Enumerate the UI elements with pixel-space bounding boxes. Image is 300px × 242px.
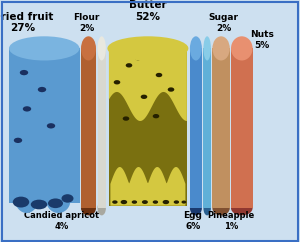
Text: Candied apricot: Candied apricot: [24, 211, 99, 220]
Ellipse shape: [47, 123, 55, 129]
Ellipse shape: [168, 87, 174, 92]
Ellipse shape: [23, 106, 31, 112]
Ellipse shape: [190, 36, 202, 60]
Text: 52%: 52%: [135, 12, 161, 22]
Ellipse shape: [107, 36, 188, 60]
Text: 1%: 1%: [224, 222, 238, 231]
Text: 5%: 5%: [254, 41, 269, 50]
Polygon shape: [109, 48, 187, 121]
Ellipse shape: [135, 56, 141, 60]
Ellipse shape: [156, 73, 162, 77]
Ellipse shape: [114, 80, 120, 84]
Ellipse shape: [153, 114, 159, 118]
Ellipse shape: [132, 200, 137, 204]
Ellipse shape: [112, 200, 118, 204]
Ellipse shape: [31, 200, 47, 209]
Ellipse shape: [121, 200, 127, 204]
Ellipse shape: [174, 200, 179, 204]
Polygon shape: [212, 48, 230, 208]
Text: Nuts: Nuts: [250, 30, 274, 39]
Text: 2%: 2%: [216, 24, 231, 33]
Ellipse shape: [142, 200, 148, 204]
Ellipse shape: [81, 36, 96, 60]
Polygon shape: [46, 189, 70, 213]
Ellipse shape: [231, 36, 253, 60]
Text: Flour: Flour: [74, 13, 100, 22]
Text: Pineapple: Pineapple: [207, 211, 255, 220]
Text: Sugar: Sugar: [208, 13, 238, 22]
Ellipse shape: [14, 138, 22, 143]
Ellipse shape: [190, 201, 202, 215]
Text: 6%: 6%: [185, 222, 200, 231]
Ellipse shape: [123, 116, 129, 121]
Text: Egg: Egg: [184, 211, 202, 220]
Text: Dried fruit: Dried fruit: [0, 12, 53, 22]
Ellipse shape: [203, 36, 211, 60]
Ellipse shape: [81, 201, 96, 215]
Ellipse shape: [61, 194, 74, 203]
Polygon shape: [109, 51, 187, 206]
Ellipse shape: [212, 201, 230, 215]
Ellipse shape: [13, 197, 29, 208]
Ellipse shape: [153, 200, 158, 204]
Polygon shape: [190, 48, 202, 208]
Text: 4%: 4%: [54, 222, 69, 231]
Text: 2%: 2%: [79, 24, 94, 33]
Polygon shape: [203, 48, 211, 208]
Ellipse shape: [20, 70, 28, 75]
Ellipse shape: [182, 201, 186, 204]
Polygon shape: [98, 48, 106, 208]
Polygon shape: [15, 184, 39, 213]
Ellipse shape: [231, 201, 253, 215]
Polygon shape: [9, 48, 80, 203]
Ellipse shape: [9, 36, 80, 60]
Ellipse shape: [48, 198, 63, 208]
Polygon shape: [110, 167, 185, 206]
Polygon shape: [81, 48, 96, 208]
Text: Butter: Butter: [129, 0, 167, 10]
Ellipse shape: [212, 36, 230, 60]
Ellipse shape: [98, 36, 106, 60]
Ellipse shape: [141, 95, 147, 99]
Ellipse shape: [203, 201, 211, 215]
Ellipse shape: [126, 63, 132, 68]
Polygon shape: [231, 48, 253, 208]
Ellipse shape: [38, 87, 46, 92]
Ellipse shape: [163, 200, 169, 204]
Text: 27%: 27%: [10, 23, 35, 33]
Ellipse shape: [98, 201, 106, 215]
